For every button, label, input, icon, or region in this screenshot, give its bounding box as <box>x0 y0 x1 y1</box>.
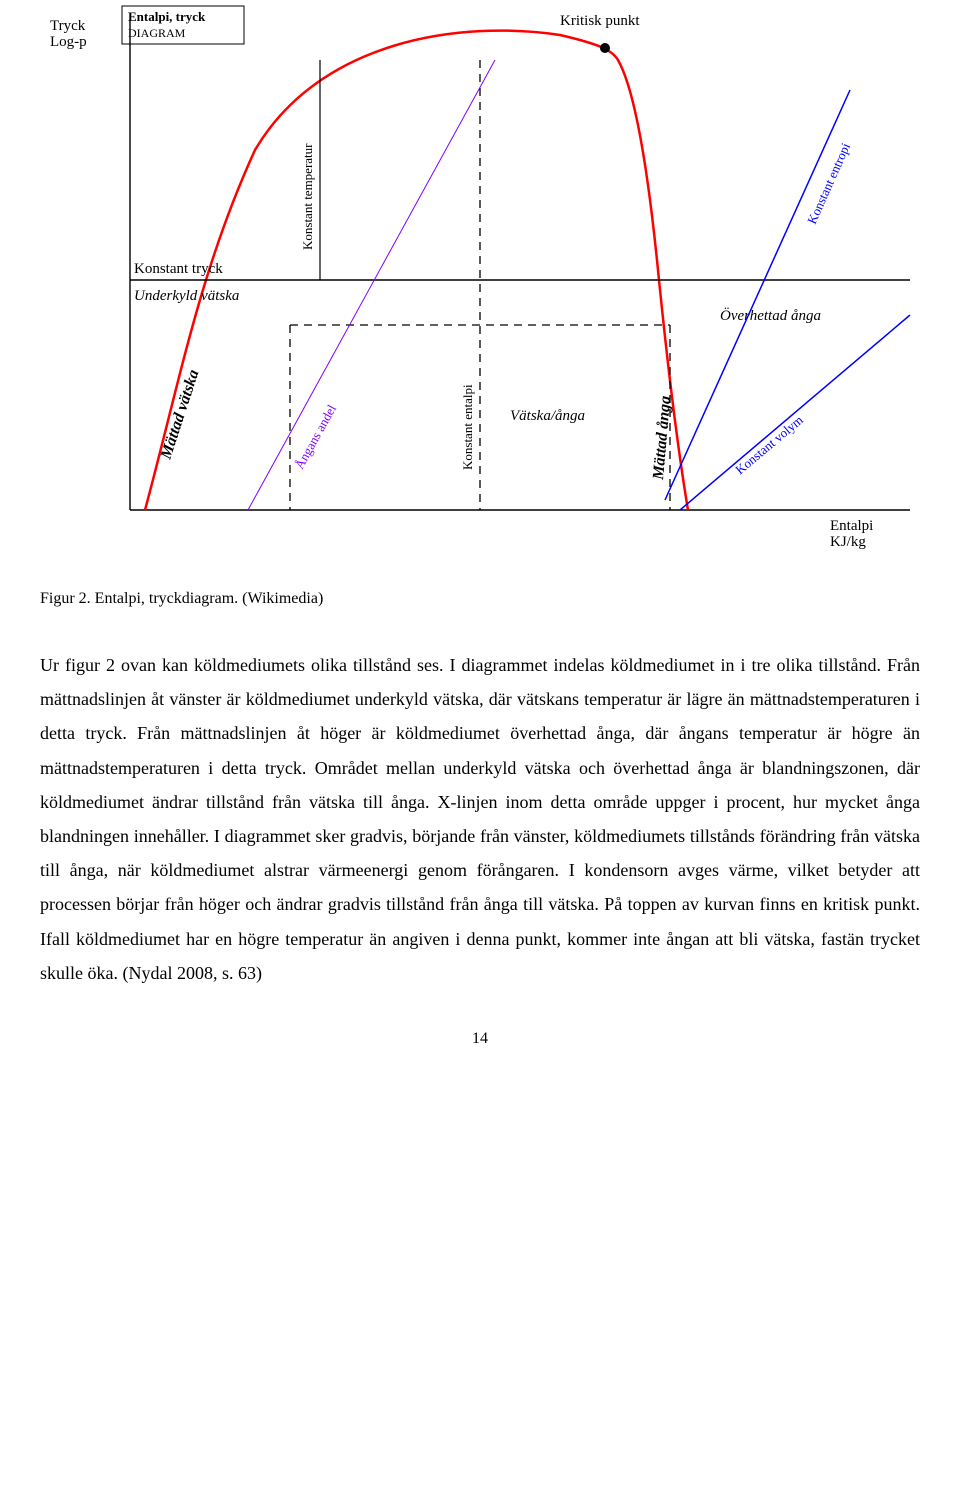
svg-text:KJ/kg: KJ/kg <box>830 534 866 550</box>
svg-text:Konstant tryck: Konstant tryck <box>134 261 223 277</box>
ph-diagram: Entalpi, tryck DIAGRAM TryckLog-p EntalpiKJ… <box>40 0 920 560</box>
svg-text:Konstant entalpi: Konstant entalpi <box>460 384 475 470</box>
svg-text:Entalpi: Entalpi <box>830 518 873 534</box>
svg-text:Konstant temperatur: Konstant temperatur <box>300 143 315 250</box>
svg-text:Tryck: Tryck <box>50 18 86 34</box>
svg-text:Log-p: Log-p <box>50 34 87 50</box>
figure-caption: Figur 2. Entalpi, tryckdiagram. (Wikimed… <box>40 590 920 608</box>
body-paragraph: Ur figur 2 ovan kan köldmediumets olika … <box>40 648 920 990</box>
svg-text:Entalpi, tryck: Entalpi, tryck <box>128 9 206 24</box>
page-number: 14 <box>40 1030 920 1048</box>
page: Entalpi, tryck DIAGRAM TryckLog-p EntalpiKJ… <box>0 0 960 1088</box>
svg-text:Underkyld vätska: Underkyld vätska <box>134 288 239 304</box>
svg-text:Vätska/ånga: Vätska/ånga <box>510 408 585 424</box>
svg-text:Överhettad ånga: Överhettad ånga <box>720 307 821 324</box>
svg-text:Kritisk punkt: Kritisk punkt <box>560 13 640 29</box>
svg-text:DIAGRAM: DIAGRAM <box>128 26 186 40</box>
